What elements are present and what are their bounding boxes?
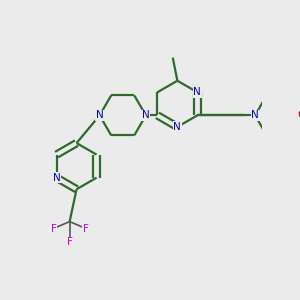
Text: F: F [50,224,56,233]
Text: N: N [251,110,259,120]
Text: N: N [194,87,201,97]
Text: F: F [67,237,73,248]
Text: O: O [297,110,300,120]
Text: N: N [142,110,150,120]
Text: F: F [83,224,89,233]
Text: N: N [96,110,104,120]
Text: N: N [173,122,181,132]
Text: N: N [53,173,60,183]
